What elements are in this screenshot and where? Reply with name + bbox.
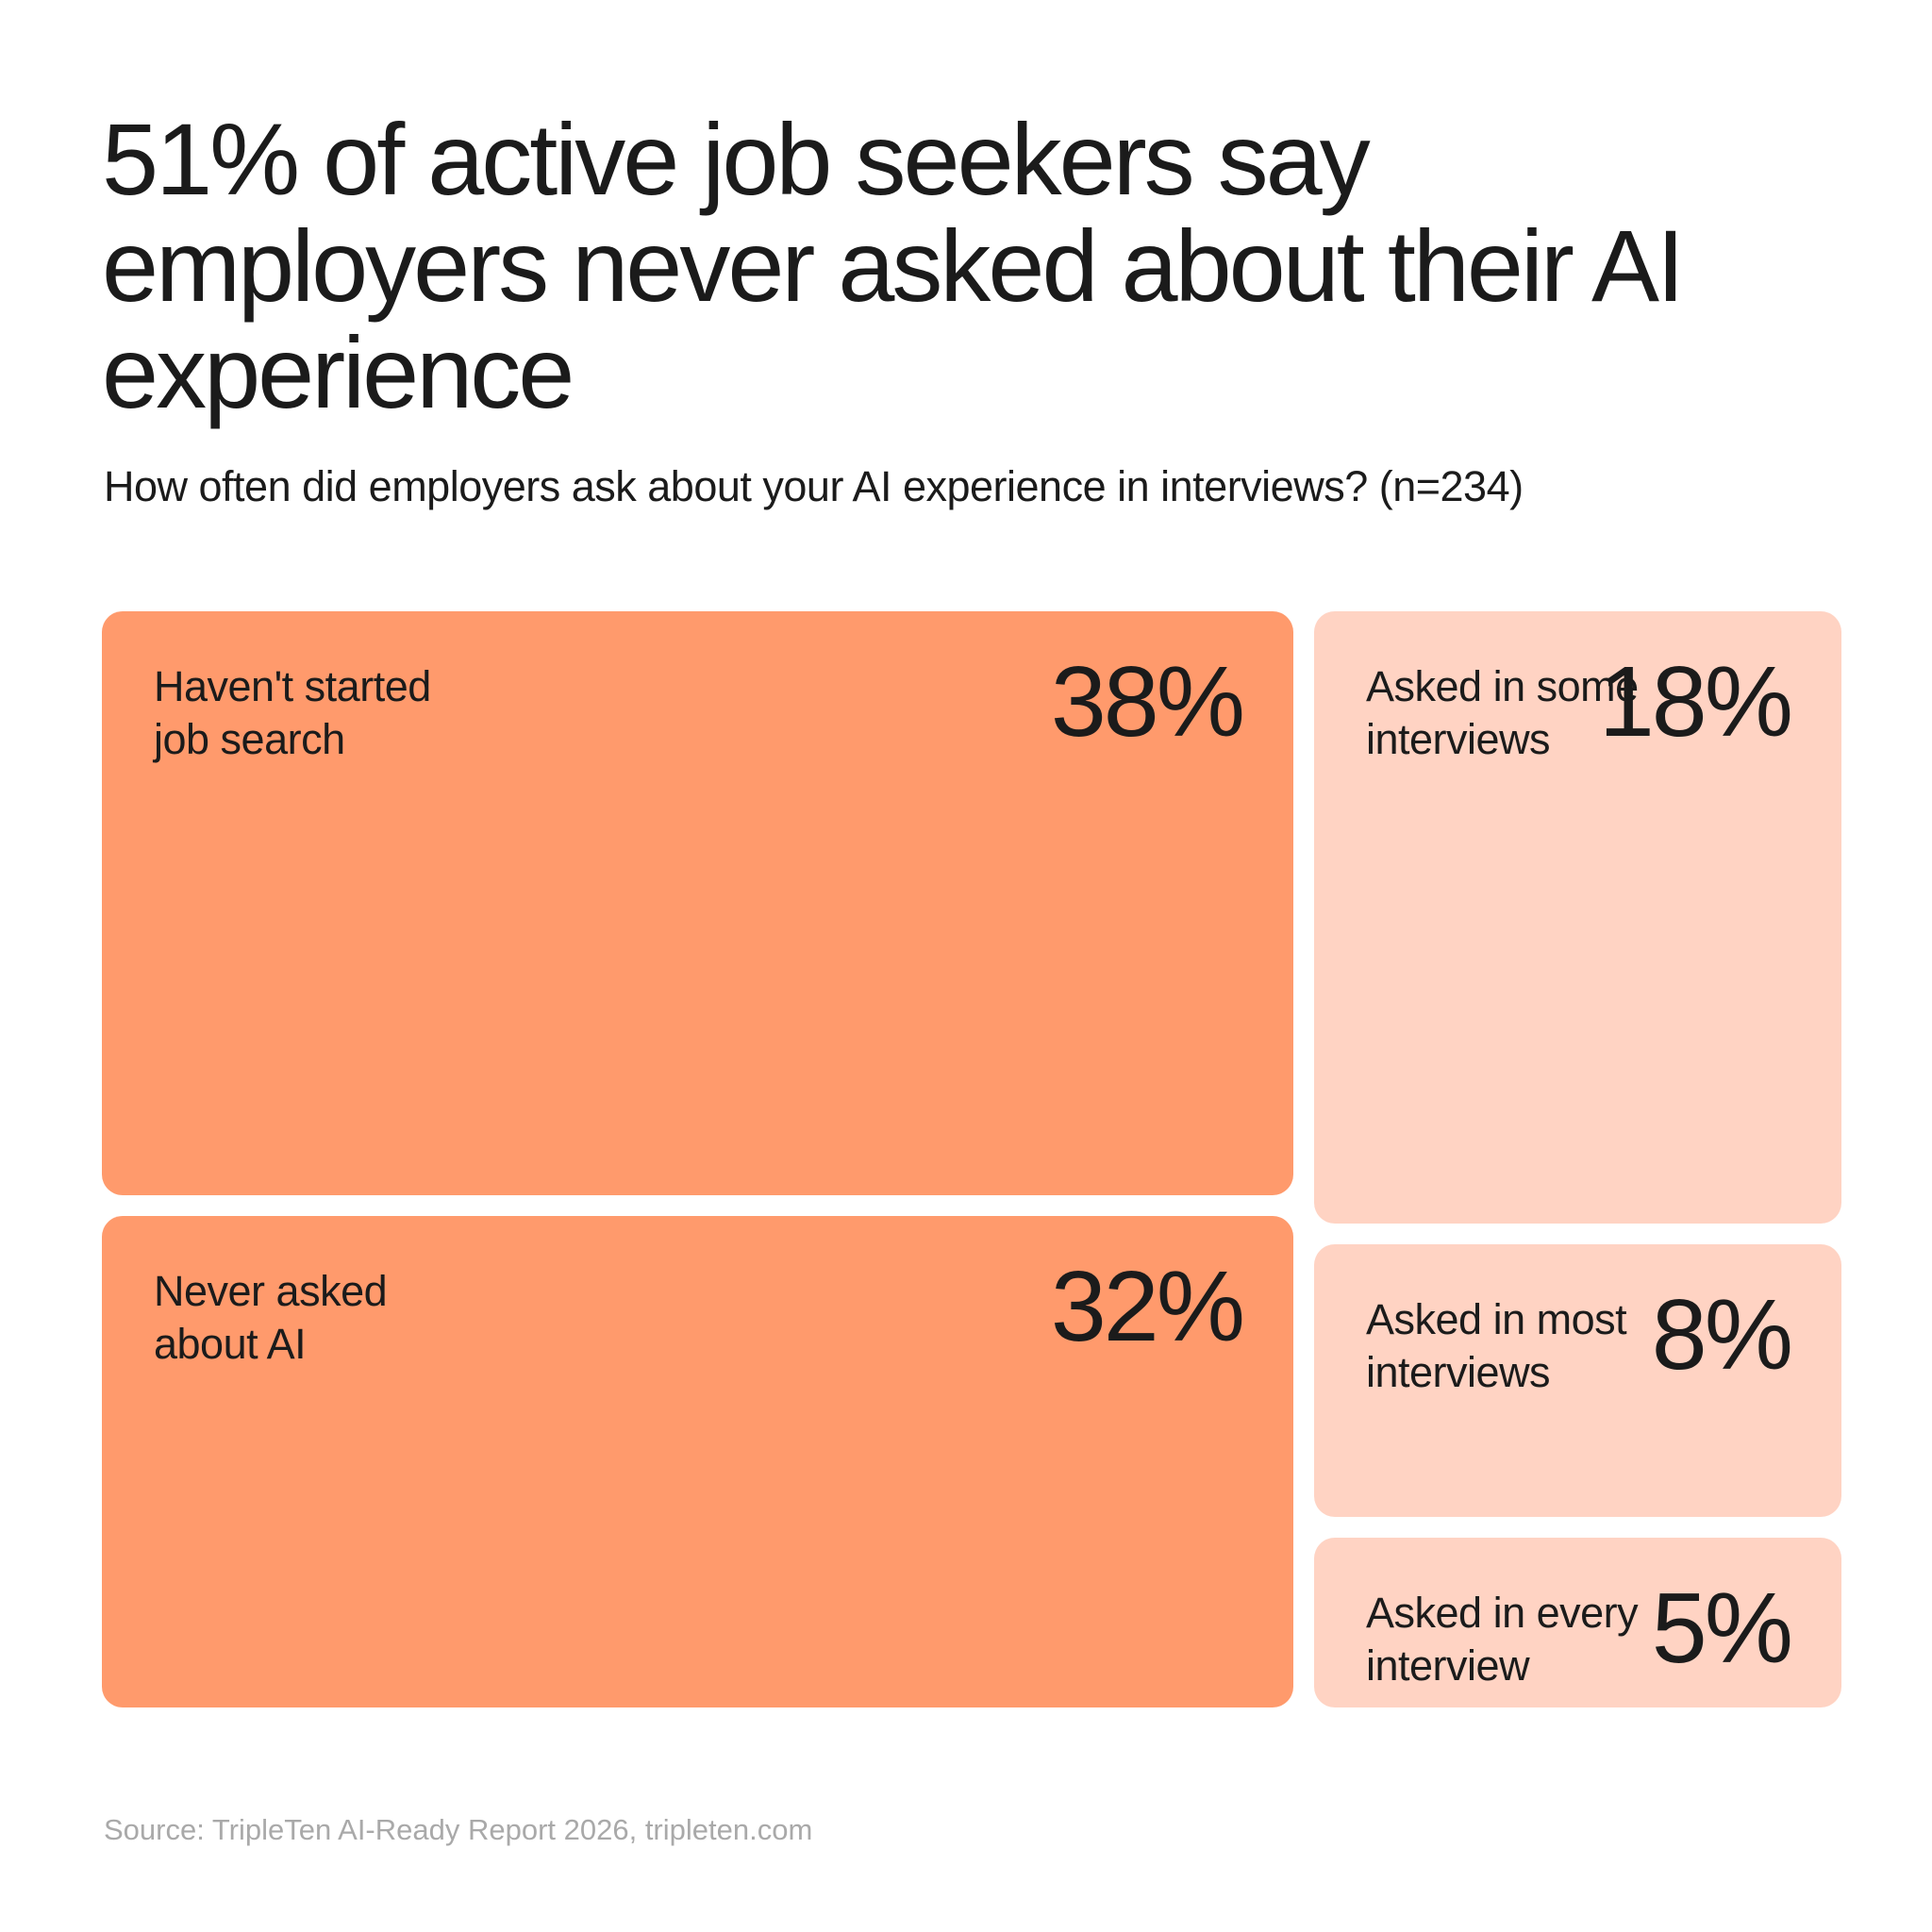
tile-value-label: 38% <box>1050 646 1245 758</box>
tile-label-line: job search <box>154 715 345 763</box>
tile-label: Never asked about AI <box>154 1265 531 1371</box>
tile-label-line: Haven't started <box>154 662 431 710</box>
tile-label: Asked in some interviews <box>1366 660 1743 766</box>
tile-label-line: Asked in every <box>1366 1589 1639 1637</box>
chart-title: 51% of active job seekers say employers … <box>102 102 1685 429</box>
tile-value-label: 32% <box>1050 1251 1245 1362</box>
treemap-tile: Asked in some interviews 18% <box>1314 611 1841 1224</box>
tile-label-line: Never asked <box>154 1267 388 1315</box>
tile-label: Asked in most interviews <box>1366 1293 1743 1399</box>
source-note: Source: TripleTen AI-Ready Report 2026, … <box>104 1813 813 1846</box>
tile-label-line: Asked in most <box>1366 1295 1627 1343</box>
tile-value-label: 5% <box>1651 1573 1793 1684</box>
tile-label: Asked in every interview <box>1366 1587 1743 1692</box>
tile-label-line: interviews <box>1366 715 1551 763</box>
tile-value-label: 18% <box>1598 646 1793 758</box>
chart-subtitle: How often did employers ask about your A… <box>104 462 1524 510</box>
treemap-tile: Asked in most interviews 8% <box>1314 1244 1841 1517</box>
treemap-tile: Asked in every interview 5% <box>1314 1538 1841 1707</box>
tile-value-label: 8% <box>1651 1279 1793 1391</box>
treemap-tile: Haven't started job search 38% <box>102 611 1293 1195</box>
tile-label-line: interview <box>1366 1641 1530 1690</box>
tile-label: Haven't started job search <box>154 660 531 766</box>
tile-label-line: interviews <box>1366 1348 1551 1396</box>
tile-label-line: about AI <box>154 1320 307 1368</box>
treemap-tile: Never asked about AI 32% <box>102 1216 1293 1707</box>
tile-label-line: Asked in some <box>1366 662 1639 710</box>
